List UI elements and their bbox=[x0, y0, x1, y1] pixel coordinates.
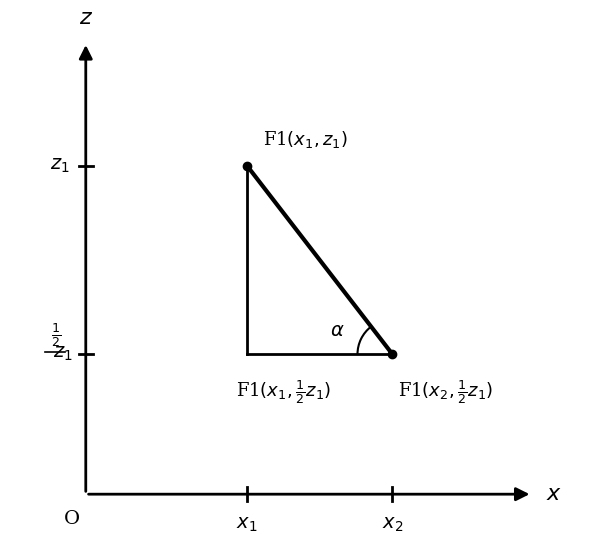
Text: $z$: $z$ bbox=[79, 7, 93, 29]
Text: $z_1$: $z_1$ bbox=[52, 345, 72, 363]
Text: $x_1$: $x_1$ bbox=[237, 516, 258, 534]
Text: $\alpha$: $\alpha$ bbox=[330, 322, 344, 340]
Text: $z_1$: $z_1$ bbox=[50, 157, 70, 175]
Text: O: O bbox=[64, 510, 81, 528]
Text: F1$(x_2,\frac{1}{2}z_1)$: F1$(x_2,\frac{1}{2}z_1)$ bbox=[398, 379, 493, 406]
Text: $\frac{1}{2}$: $\frac{1}{2}$ bbox=[51, 321, 61, 349]
Text: $x$: $x$ bbox=[546, 483, 562, 505]
Text: F1$(x_1,\frac{1}{2}z_1)$: F1$(x_1,\frac{1}{2}z_1)$ bbox=[237, 379, 332, 406]
Text: F1$(x_1,z_1)$: F1$(x_1,z_1)$ bbox=[263, 129, 348, 150]
Text: $x_2$: $x_2$ bbox=[382, 516, 403, 534]
